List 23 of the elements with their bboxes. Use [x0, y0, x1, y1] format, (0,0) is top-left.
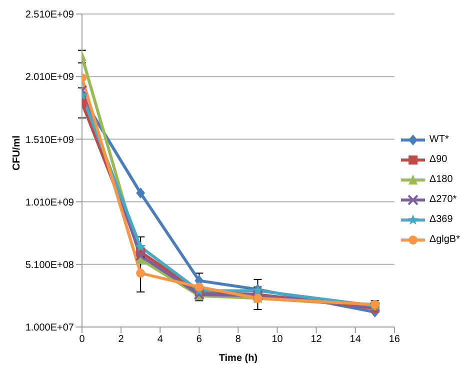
x-tick-label: 14	[350, 334, 362, 346]
legend-label: ΔglgB*	[429, 234, 460, 245]
x-tick-label: 8	[235, 334, 242, 346]
legend-label: WT*	[429, 134, 449, 145]
legend-label: Δ369	[429, 214, 453, 225]
y-tick-label: 1.000E+07	[25, 322, 74, 334]
x-tick-label: 12	[310, 334, 322, 346]
y-tick-label: 1.510E+09	[25, 134, 74, 146]
x-tick-label: 0	[79, 334, 86, 346]
x-tick-label: 10	[272, 334, 284, 346]
legend-label: Δ90	[429, 154, 448, 165]
x-tick-label: 2	[118, 334, 124, 346]
x-tick-label: 4	[157, 334, 164, 346]
legend-label: Δ180	[429, 174, 453, 185]
y-axis-title: CFU/ml	[12, 135, 23, 170]
y-tick-label: 5.100E+08	[25, 260, 74, 271]
y-tick-label: 2.010E+09	[25, 72, 74, 84]
x-tick-label: 6	[196, 334, 202, 346]
x-tick-label: 16	[388, 334, 400, 346]
legend-label: Δ270*	[429, 194, 457, 205]
x-axis-title: Time (h)	[218, 353, 258, 364]
y-tick-label: 2.510E+09	[25, 10, 74, 21]
y-tick-label: 1.010E+09	[25, 197, 74, 208]
